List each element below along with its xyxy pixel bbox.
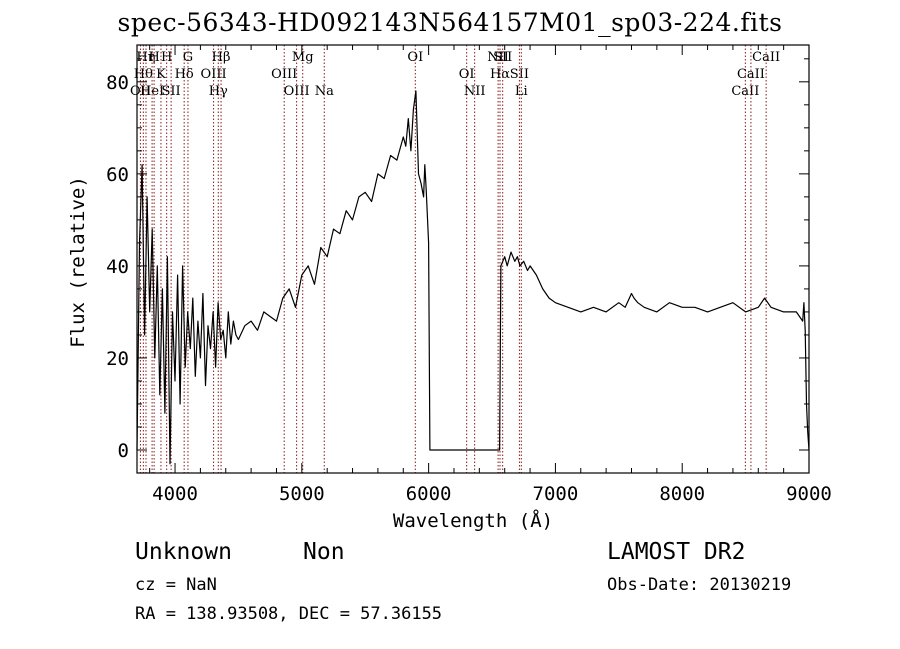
- x-axis-label: Wavelength (Å): [392, 510, 554, 532]
- obs-date-readout: Obs-Date: 20130219: [607, 575, 792, 595]
- cz-readout: cz = NaN: [135, 575, 217, 595]
- line-marker-label-3: HeI: [140, 84, 164, 99]
- line-marker-label-25: CaII: [731, 84, 759, 99]
- line-marker-label-9: G: [183, 50, 193, 65]
- object-subclass-label: Non: [303, 539, 345, 565]
- line-marker-label-19: NII: [464, 84, 486, 99]
- line-marker-label-15: Mg: [292, 50, 314, 65]
- line-marker-label-24: Li: [515, 84, 528, 99]
- line-marker-label-26: CaII: [737, 67, 765, 82]
- line-marker-label-10: OIII: [201, 67, 227, 82]
- line-marker-label-20: NII: [487, 50, 509, 65]
- y-tick-label-2: 40: [106, 256, 129, 278]
- line-marker-label-18: OI: [459, 67, 475, 82]
- line-marker-label-12: Hβ: [212, 50, 231, 65]
- y-tick-label-3: 60: [106, 164, 129, 186]
- x-tick-label-1: 5000: [279, 483, 325, 505]
- line-marker-label-1: Hθ: [134, 67, 153, 82]
- line-marker-label-4: H: [148, 50, 159, 65]
- line-marker-label-17: OI: [407, 50, 423, 65]
- y-tick-label-1: 20: [106, 348, 129, 370]
- line-marker-label-22: SII: [493, 50, 512, 65]
- line-marker-label-21: Hα: [490, 67, 510, 82]
- coordinates-readout: RA = 138.93508, DEC = 57.36155: [135, 604, 443, 624]
- chart-title: spec-56343-HD092143N564157M01_sp03-224.f…: [117, 8, 783, 37]
- y-tick-label-4: 80: [106, 72, 129, 94]
- line-marker-label-16: Na: [315, 84, 334, 99]
- survey-label: LAMOST DR2: [607, 539, 746, 565]
- line-marker-label-14: OIII: [284, 84, 310, 99]
- line-marker-label-5: K: [156, 67, 166, 82]
- x-tick-label-4: 8000: [659, 483, 705, 505]
- line-marker-label-6: H: [161, 50, 172, 65]
- y-axis-label: Flux (relative): [67, 176, 89, 348]
- object-class-label: Unknown: [135, 539, 232, 565]
- y-tick-label-0: 0: [118, 440, 129, 462]
- line-marker-label-11: Hγ: [209, 84, 228, 99]
- line-marker-label-2: Hη: [136, 50, 155, 65]
- line-marker-label-23: SII: [510, 67, 529, 82]
- plot-frame: [136, 44, 810, 474]
- x-tick-label-3: 7000: [533, 483, 579, 505]
- x-tick-label-2: 6000: [406, 483, 452, 505]
- line-marker-label-13: OIII: [271, 67, 297, 82]
- line-marker-label-7: SII: [162, 84, 181, 99]
- x-tick-label-5: 9000: [786, 483, 832, 505]
- line-marker-label-27: CaII: [752, 50, 780, 65]
- spectrum-line: [136, 90, 810, 465]
- x-tick-label-0: 4000: [152, 483, 198, 505]
- line-marker-label-8: Hδ: [175, 67, 194, 82]
